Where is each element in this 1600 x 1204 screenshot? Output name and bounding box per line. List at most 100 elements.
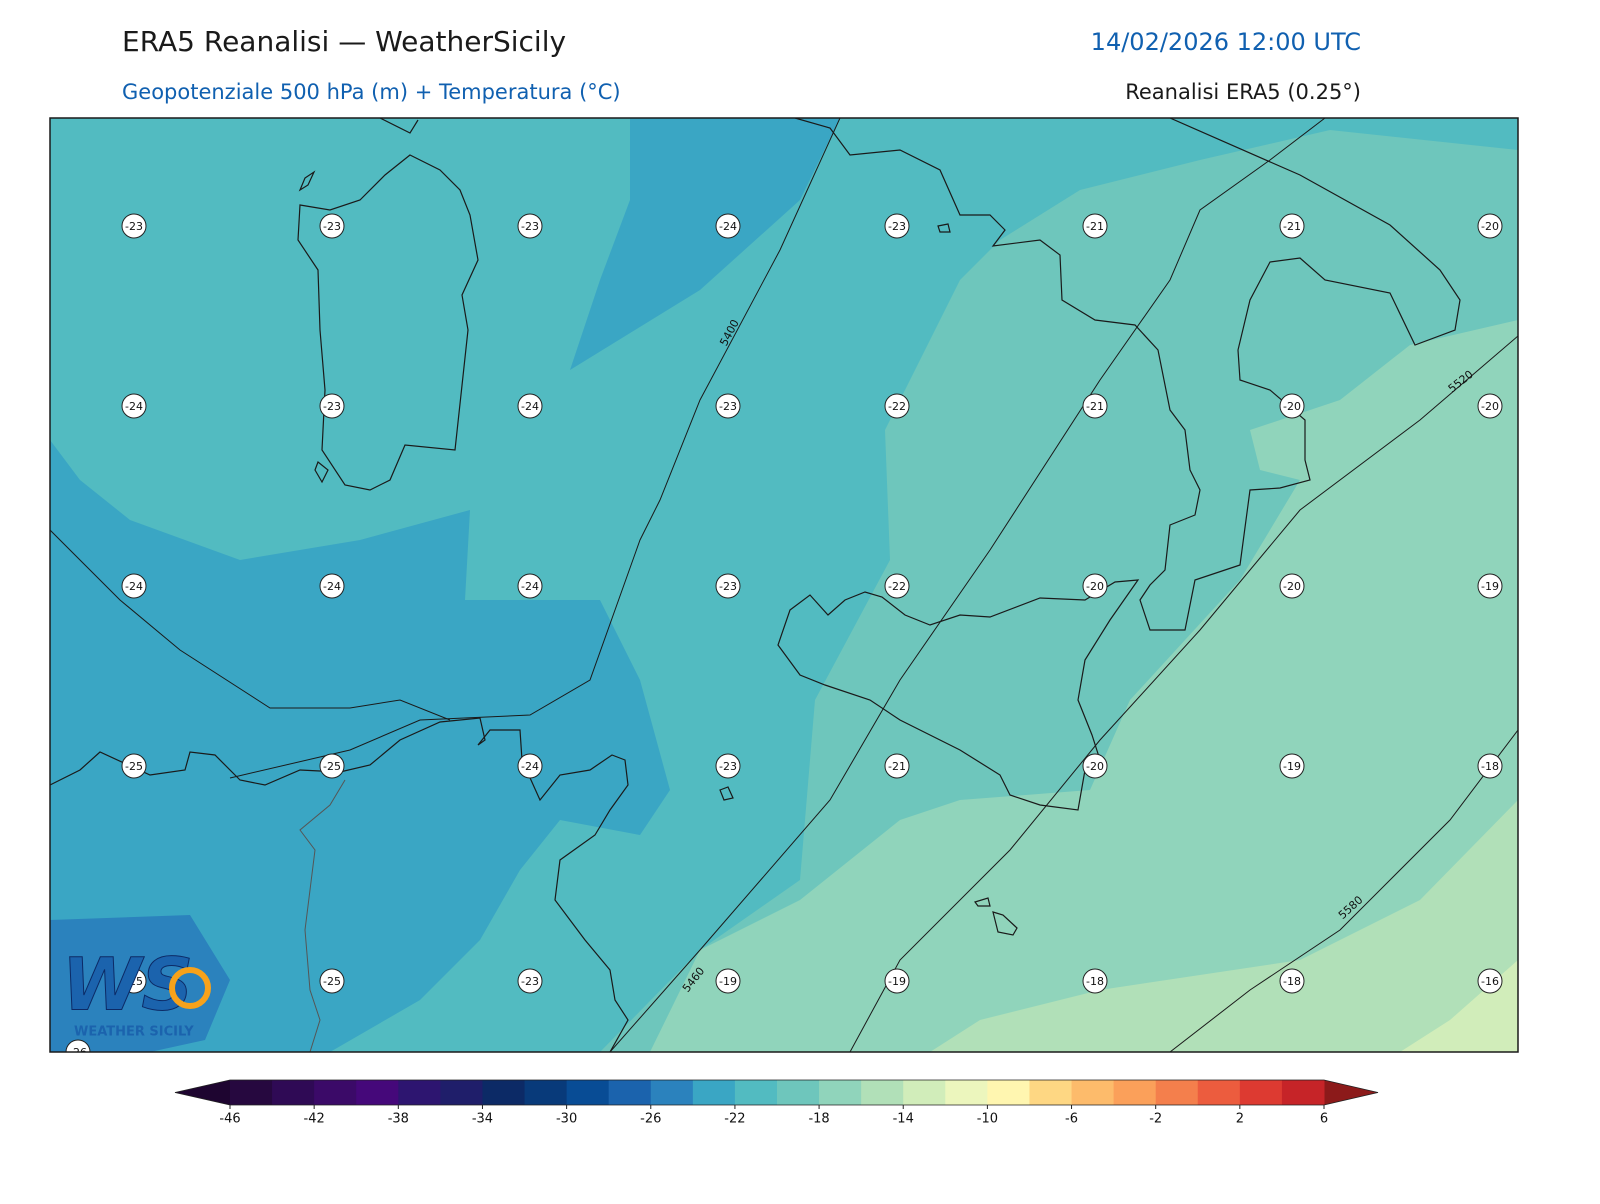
temperature-label: -22 (888, 580, 906, 593)
coastline (298, 170, 316, 192)
point-marker (1477, 213, 1503, 239)
point-marker (517, 753, 543, 779)
temperature-label: -24 (521, 400, 539, 413)
temperature-label: -20 (1481, 400, 1499, 413)
colorbar-box (230, 1080, 273, 1105)
temperature-label: -24 (323, 580, 341, 593)
temperature-label: -16 (1481, 975, 1499, 988)
temperature-label: -24 (125, 580, 143, 593)
source: Reanalisi ERA5 (0.25°) (1125, 80, 1361, 104)
point-marker (121, 968, 147, 994)
contour (229, 118, 841, 779)
coastline (314, 461, 329, 484)
temperature-labels: -23 -23 -23 -24 -23 -21 -21 -20 -24 -23 -24 -23 -22 -… (65, 213, 1503, 1052)
temperature-label: -20 (1283, 580, 1301, 593)
point-marker (1477, 753, 1503, 779)
temperature-label: -19 (888, 975, 906, 988)
colorbar-box (861, 1080, 904, 1105)
temperature-label: -25 (323, 975, 341, 988)
point-marker (715, 573, 741, 599)
point-marker (121, 393, 147, 419)
temperature-label: -21 (1086, 400, 1104, 413)
point-marker (1477, 393, 1503, 419)
field (650, 320, 1518, 1052)
temperature-label: -23 (719, 760, 737, 773)
temperature-label: -20 (1481, 220, 1499, 233)
point-marker (1279, 753, 1305, 779)
map-frame (49, 117, 1519, 1053)
coastline (50, 717, 629, 1052)
point-marker (884, 968, 910, 994)
temperature-label: -20 (1086, 760, 1104, 773)
contour (50, 529, 451, 721)
temperature-label: -20 (1086, 580, 1104, 593)
field (570, 118, 840, 370)
colorbar-box (440, 1080, 483, 1105)
point-marker (121, 573, 147, 599)
map: -23 -23 -23 -24 -23 -21 -21 -20 -24 -23 -24 -23 -22 -… (50, 118, 1518, 1052)
temperature-label: -18 (1086, 975, 1104, 988)
point-marker (884, 213, 910, 239)
point-marker (517, 573, 543, 599)
point-marker (121, 753, 147, 779)
colorbar-box (1071, 1080, 1115, 1105)
colorbar-tick-label: -2 (1149, 1112, 1162, 1127)
colorbar-tick-label: 6 (1320, 1112, 1328, 1127)
temperature-label: -21 (1086, 220, 1104, 233)
contour (609, 118, 1326, 1052)
temperature-label: -20 (1283, 400, 1301, 413)
point-marker (319, 213, 345, 239)
coastline (794, 118, 1461, 631)
point-marker (517, 393, 543, 419)
colorbar-tick-label: 2 (1236, 1112, 1244, 1127)
point-marker (1279, 573, 1305, 599)
point-marker (1279, 968, 1305, 994)
temperature-label: -22 (888, 400, 906, 413)
point-marker (319, 573, 345, 599)
point-marker (121, 213, 147, 239)
colorbar-tick-label: -46 (219, 1112, 240, 1127)
colorbar-tick-label: -30 (556, 1112, 577, 1127)
colorbar-tick-label: -22 (724, 1112, 745, 1127)
colorbar-box (819, 1080, 862, 1105)
colorbar-box (987, 1080, 1030, 1105)
point-marker (715, 968, 741, 994)
coastline (379, 118, 419, 134)
temperature-label: -23 (323, 220, 341, 233)
point-marker (884, 393, 910, 419)
temperature-label: -18 (1283, 975, 1301, 988)
colorbar-box (1029, 1080, 1073, 1105)
temperature-label: -24 (125, 400, 143, 413)
point-marker (1477, 573, 1503, 599)
temperature-label: -21 (888, 760, 906, 773)
colorbar-box (650, 1080, 694, 1105)
colorbar-tick-label: -42 (304, 1112, 325, 1127)
logo-sun (169, 967, 211, 1009)
point-marker (1082, 573, 1108, 599)
point-marker (884, 753, 910, 779)
temperature-label: -19 (1283, 760, 1301, 773)
colorbar-box (524, 1080, 568, 1105)
point-marker (517, 968, 543, 994)
colorbar: -46 -42 -38 -34 -30 -26 -22 -18 -14 -10 -6 -2 2 6 (174, 1079, 1379, 1127)
point-marker (319, 393, 345, 419)
point-marker (1082, 753, 1108, 779)
colorbar-box (903, 1080, 946, 1105)
colorbar-box (692, 1080, 736, 1105)
colorbar-box (356, 1080, 399, 1105)
colorbar-box (1281, 1080, 1325, 1105)
point-marker (1279, 393, 1305, 419)
colorbar-box (566, 1080, 610, 1105)
colorbar-box (1113, 1080, 1157, 1105)
colorbar-box (314, 1080, 357, 1105)
point-marker (1082, 213, 1108, 239)
colorbar-box (482, 1080, 526, 1105)
subtitle: Geopotenziale 500 hPa (m) + Temperatura … (122, 80, 621, 104)
logo: WS WEATHER SICILY (62, 942, 211, 1040)
colorbar-tick-label: -38 (388, 1112, 409, 1127)
colorbar-tick-label: -18 (808, 1112, 829, 1127)
temperature-label: -23 (521, 975, 539, 988)
temperature-label: -18 (1481, 760, 1499, 773)
coastline (777, 579, 1140, 811)
